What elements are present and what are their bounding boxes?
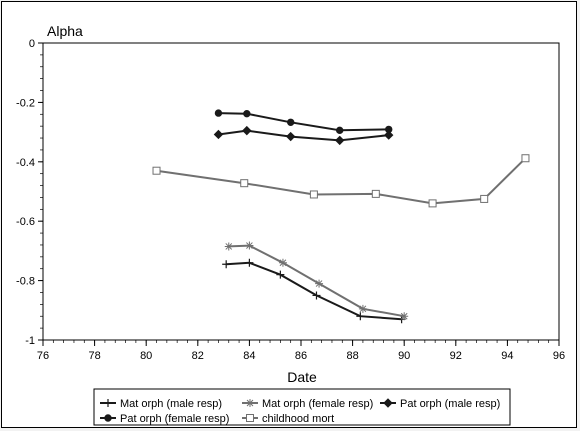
x-tick-label: 94 [501,350,513,362]
x-axis-title: Date [287,369,317,385]
y-tick-label: -1 [25,335,35,347]
x-tick-label: 88 [346,350,358,362]
data-point [243,109,251,118]
data-point [384,130,394,140]
legend-item: childhood mort [242,413,334,425]
data-point [285,131,296,142]
data-point [312,291,321,300]
data-point [400,312,409,321]
legend-item: Mat orph (female resp) [242,398,373,410]
data-point [242,125,252,136]
y-axis-title: Alpha [47,23,83,39]
data-point [356,312,365,321]
data-point [358,304,367,313]
y-tick-label: 0 [29,38,35,50]
series-1 [224,241,409,321]
data-point [428,199,437,208]
x-tick-label: 86 [295,350,307,362]
data-point [334,135,345,146]
legend-item: Pat orph (female resp) [100,413,229,425]
y-tick-label: -0.8 [16,276,35,288]
legend-label: Pat orph (male resp) [400,398,500,410]
data-point [480,194,489,203]
legend-label: Mat orph (female resp) [262,398,373,410]
data-point [245,258,254,267]
y-tick-label: -0.6 [16,216,35,228]
legend-box [93,388,511,426]
legend-marker [246,414,254,422]
legend-marker [383,398,393,408]
series-2 [213,125,394,146]
data-point [224,242,233,251]
data-point [315,279,324,288]
x-tick-label: 76 [37,350,49,362]
series-0 [222,258,406,324]
data-point [385,125,393,134]
data-point [521,154,530,163]
data-point [152,166,161,175]
legend-item: Pat orph (male resp) [380,398,500,410]
x-tick-label: 82 [192,350,204,362]
legend-label: Pat orph (female resp) [120,413,229,425]
data-point [309,190,318,199]
legend-marker [104,399,112,407]
data-point [240,179,249,188]
y-tick-label: -0.2 [16,97,35,109]
data-point [278,258,287,267]
axes: 76 78 80 82 84 86 88 90 92 94 96 0 -0.2 -0.4 -0.6 -0.8 -… [16,38,565,362]
data-point [213,129,224,140]
x-tick-label: 78 [88,350,100,362]
series-3 [214,109,393,135]
data-point [214,109,223,117]
series-layer [152,109,530,324]
data-point [245,241,254,250]
legend-item: Mat orph (male resp) [100,398,222,410]
x-tick-label: 80 [140,350,152,362]
legend: Mat orph (male resp) Mat orph (female res… [93,388,511,426]
series-4 [152,154,530,208]
data-point [276,270,285,279]
y-tick-label: -0.4 [16,157,35,169]
x-tick-label: 84 [243,350,255,362]
legend-marker [246,399,254,407]
x-tick-label: 92 [450,350,462,362]
legend-label: childhood mort [262,413,334,425]
data-point [286,118,295,126]
x-tick-label: 96 [553,350,565,362]
data-point [336,126,344,135]
x-tick-label: 90 [398,350,410,362]
data-point [222,260,231,269]
legend-label: Mat orph (male resp) [120,398,222,410]
data-point [371,189,380,198]
legend-marker [104,414,112,422]
